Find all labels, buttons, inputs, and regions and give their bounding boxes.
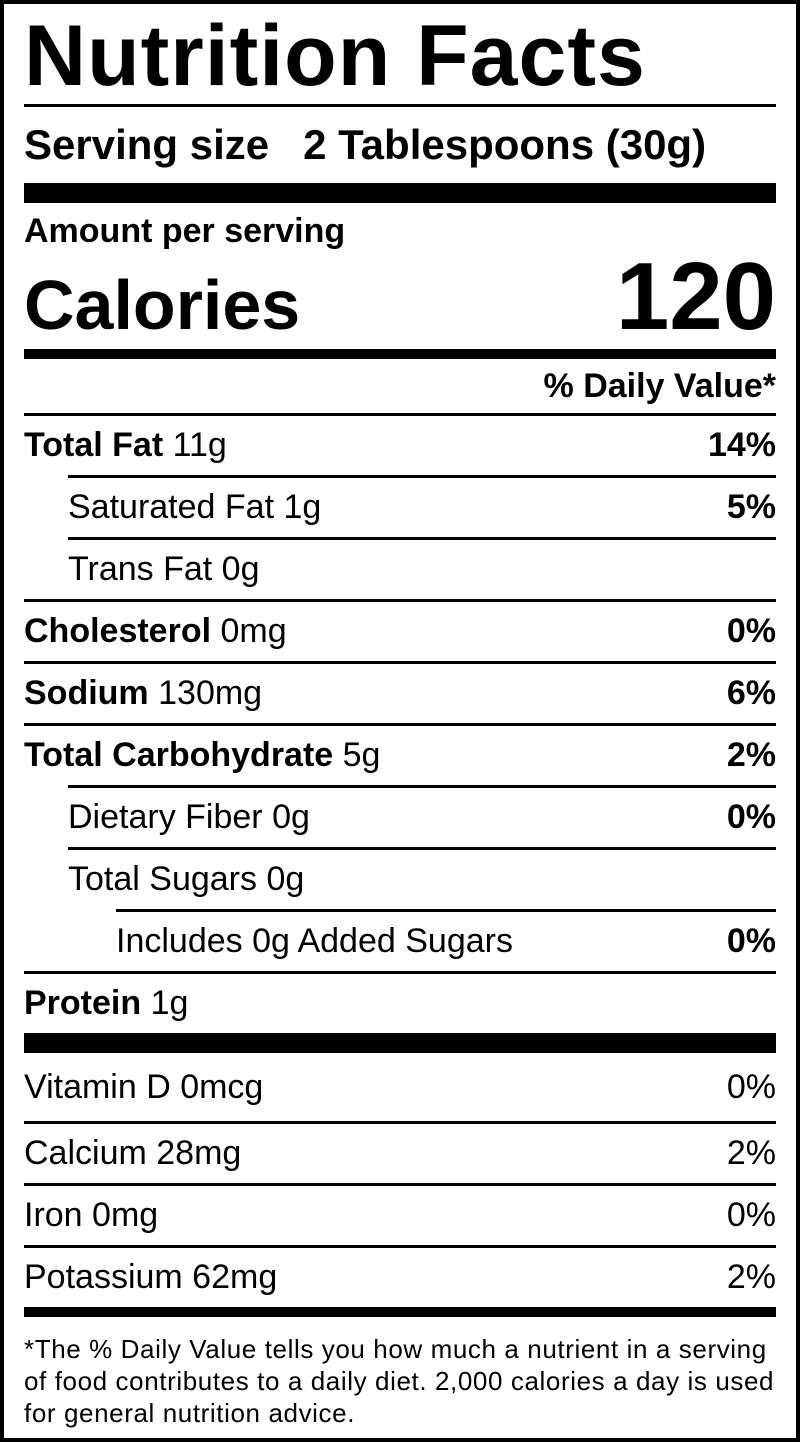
nutrient-amount: 0g (266, 860, 305, 898)
nutrient-name: Saturated Fat (68, 488, 275, 526)
serving-size-row: Serving size 2 Tablespoons (30g) (24, 107, 776, 183)
medium-divider (24, 1307, 776, 1317)
nutrient-dv: 0% (726, 612, 776, 650)
nutrient-dv: 0% (726, 798, 776, 836)
vitamin-row-vitamin-d: Vitamin D 0mcg 0% (24, 1053, 776, 1121)
vitamin-dv: 0% (726, 1067, 776, 1106)
nutrient-name: Total Sugars (68, 860, 257, 898)
nutrient-amount: 1g (150, 984, 189, 1022)
nutrient-name: Sodium (24, 674, 149, 712)
serving-size-value: 2 Tablespoons (30g) (303, 121, 707, 168)
divider (24, 104, 776, 107)
label-title: Nutrition Facts (24, 8, 646, 104)
nutrient-row-total-fat: Total Fat 11g 14% (24, 413, 776, 475)
calories-value: 120 (615, 243, 776, 350)
nutrient-dv: 5% (726, 488, 776, 526)
vitamin-dv: 0% (726, 1196, 776, 1234)
nutrient-row-dietary-fiber: Dietary Fiber 0g 0% (68, 785, 776, 847)
medium-divider (24, 349, 776, 359)
nutrient-name: Total Fat (24, 426, 164, 464)
vitamin-name: Vitamin D 0mcg (24, 1067, 264, 1106)
nutrient-name: Protein (24, 984, 142, 1022)
nutrient-name: Trans Fat (68, 550, 213, 588)
nutrient-dv: 2% (726, 736, 776, 774)
thick-divider (24, 183, 776, 203)
nutrient-amount: 0g (221, 550, 260, 588)
nutrient-row-sodium: Sodium 130mg 6% (24, 661, 776, 723)
thick-divider (24, 1033, 776, 1053)
vitamin-row-iron: Iron 0mg 0% (24, 1183, 776, 1245)
calories-label: Calories (24, 266, 301, 344)
daily-value-header: % Daily Value* (543, 367, 776, 405)
vitamin-name: Iron 0mg (24, 1196, 159, 1234)
nutrient-dv: 0% (726, 922, 776, 960)
nutrient-name: Cholesterol (24, 612, 212, 650)
amount-per-serving: Amount per serving (24, 212, 346, 250)
nutrient-amount: 0mg (220, 612, 287, 650)
nutrient-amount: 1g (283, 488, 322, 526)
vitamin-name: Calcium 28mg (24, 1134, 242, 1172)
vitamin-dv: 2% (726, 1134, 776, 1172)
nutrient-row-added-sugars: Includes 0g Added Sugars 0% (116, 909, 776, 971)
daily-value-footnote: *The % Daily Value tells you how much a … (24, 1334, 775, 1428)
vitamin-row-potassium: Potassium 62mg 2% (24, 1245, 776, 1307)
nutrient-dv: 6% (726, 674, 776, 712)
nutrient-dv: 14% (707, 426, 776, 464)
nutrient-row-cholesterol: Cholesterol 0mg 0% (24, 599, 776, 661)
nutrient-row-protein: Protein 1g (24, 971, 776, 1033)
calories-row: Calories 120 (24, 249, 776, 349)
nutrient-row-trans-fat: Trans Fat 0g (68, 537, 776, 599)
nutrient-amount: 11g (172, 426, 227, 464)
nutrient-row-total-sugars: Total Sugars 0g (68, 847, 776, 909)
nutrient-amount: 130mg (158, 674, 263, 712)
nutrient-row-total-carbohydrate: Total Carbohydrate 5g 2% (24, 723, 776, 785)
nutrient-name: Total Carbohydrate (24, 736, 334, 774)
serving-size-label: Serving size (24, 121, 270, 168)
nutrient-name: Includes 0g Added Sugars (116, 922, 513, 960)
nutrient-name: Dietary Fiber (68, 798, 263, 836)
nutrient-row-saturated-fat: Saturated Fat 1g 5% (68, 475, 776, 537)
vitamin-row-calcium: Calcium 28mg 2% (24, 1121, 776, 1183)
vitamin-name: Potassium 62mg (24, 1258, 278, 1296)
nutrient-amount: 0g (272, 798, 310, 836)
vitamin-dv: 2% (726, 1258, 776, 1296)
nutrient-amount: 5g (342, 736, 381, 774)
